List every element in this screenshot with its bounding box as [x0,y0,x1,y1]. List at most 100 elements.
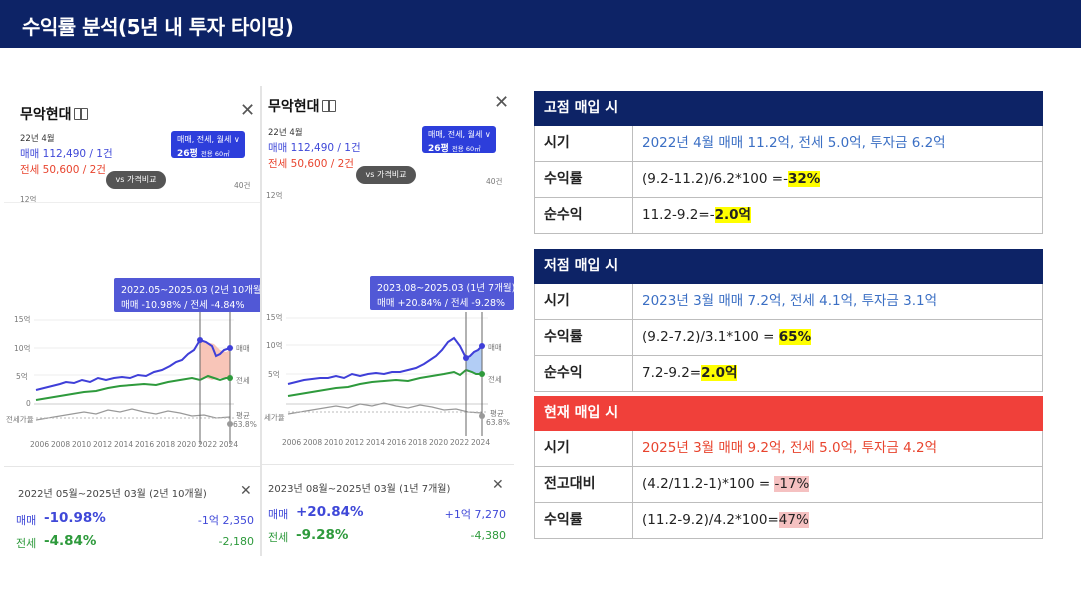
period-text: 2022년 05월~2025년 03월 (2년 10개월) [18,489,207,500]
header-bar: 수익률 분석(5년 내 투자 타이밍) [0,0,1081,48]
current-table: 현재 매입 시 시기 2025년 3월 매매 9.2억, 전세 5.0억, 투자금… [534,396,1043,539]
period-text: 2023년 08월~2025년 03월 (1년 7개월) [268,484,451,495]
y-tick: 15억 [14,315,31,324]
row-key: 전고대비 [535,467,633,502]
highlight: -17% [774,476,810,492]
page-title: 수익률 분석(5년 내 투자 타이밍) [22,15,294,39]
highlight: 2.0억 [701,365,738,381]
sale-summary: 매매 112,490 / 1건 [20,148,113,160]
book-icon[interactable] [74,108,88,120]
book-icon[interactable] [322,100,336,112]
row-key: 시기 [535,431,633,466]
x-tick: 2012 [93,440,113,449]
table-row: 순수익 11.2-9.2=-2.0억 [534,198,1043,234]
compare-button[interactable]: vs 가격비교 [356,166,416,184]
complex-title: 무악현대 [20,107,72,123]
filter-type: 매매, 전세, 월세 ∨ [428,130,491,139]
y-tick: 15억 [266,313,283,322]
table-row: 시기 2023년 3월 매매 7.2억, 전세 4.1억, 투자금 3.1억 [534,284,1043,320]
current-title: 현재 매입 시 [534,396,1043,431]
x-tick: 2016 [135,440,155,449]
row-key: 순수익 [535,356,633,391]
row-value: 2022년 4월 매매 11.2억, 전세 5.0억, 투자금 6.2억 [642,135,946,151]
price-chart[interactable] [4,312,260,452]
avg-label: 평균 [236,411,250,420]
price-panel-1: 무악현대 ✕ 22년 4월 매매 112,490 / 1건 전세 50,600 … [4,92,265,562]
complex-title: 무악현대 [268,99,320,115]
row-value: (9.2-7.2)/3.1*100 = 65% [642,329,812,345]
close-icon[interactable]: ✕ [240,100,256,121]
avg-value: 63.8% [233,420,257,429]
tooltip-values: 매매 +20.84% / 전세 -9.28% [377,298,506,309]
avg-label: 평균 [490,409,504,418]
highlight: 47% [778,512,809,528]
x-tick: 2024 [471,438,491,447]
close-icon[interactable]: ✕ [494,92,510,113]
legend-jeonse: 전세 [236,376,250,385]
x-tick: 2014 [366,438,386,447]
row-value: (4.2/11.2-1)*100 = -17% [642,476,810,492]
count-tick: 40건 [486,177,503,186]
row-value: (11.2-9.2)/4.2*100=47% [642,512,809,528]
highlight: 32% [787,171,821,187]
close-icon[interactable]: ✕ [240,483,252,499]
row-value: 7.2-9.2=2.0억 [642,365,738,381]
sale-stat: 매매 +20.84% +1억 7,270 [268,504,506,521]
close-icon[interactable]: ✕ [492,477,504,493]
x-tick: 2006 [282,438,302,447]
price-chart[interactable] [262,312,514,452]
y-tick: 5억 [268,370,280,379]
row-key: 수익률 [535,503,633,538]
x-tick: 2014 [114,440,134,449]
x-tick: 2006 [30,440,50,449]
peak-title: 고점 매입 시 [534,91,1043,126]
table-row: 수익률 (9.2-7.2)/3.1*100 = 65% [534,320,1043,356]
jeonse-summary: 전세 50,600 / 2건 [268,158,354,170]
x-tick: 2010 [324,438,344,447]
row-value: 11.2-9.2=-2.0억 [642,207,751,223]
row-key: 시기 [535,284,633,319]
filter-size: 26평 전용 60㎡ [428,144,481,154]
legend-jeonse: 전세 [488,375,502,384]
row-value: (9.2-11.2)/6.2*100 =-32% [642,171,821,187]
count-tick: 40건 [234,181,251,190]
highlight: 2.0억 [714,207,751,223]
jeonse-stat: 전세 -4.84% -2,180 [16,533,254,550]
range-tooltip: 2022.05~2025.03 (2년 10개월) 매매 -10.98% / 전… [114,278,265,312]
compare-button[interactable]: vs 가격비교 [106,171,166,189]
x-tick: 2012 [345,438,365,447]
table-row: 수익률 (9.2-11.2)/6.2*100 =-32% [534,162,1043,198]
x-tick: 2020 [177,440,197,449]
row-key: 시기 [535,126,633,161]
x-tick: 2008 [303,438,323,447]
selected-month: 22년 4월 [20,134,55,144]
price-tick: 12억 [266,191,283,200]
filter-selector[interactable]: 매매, 전세, 월세 ∨ 26평 전용 60㎡ [422,126,496,154]
y-tick: 5억 [16,372,28,381]
sale-stat: 매매 -10.98% -1억 2,350 [16,510,254,527]
row-value: 2023년 3월 매매 7.2억, 전세 4.1억, 투자금 3.1억 [642,293,938,309]
trough-title: 저점 매입 시 [534,249,1043,284]
filter-size: 26평 전용 60㎡ [177,149,230,159]
x-tick: 2022 [198,440,218,449]
peak-table: 고점 매입 시 시기 2022년 4월 매매 11.2억, 전세 5.0억, 투자… [534,91,1043,234]
sale-summary: 매매 112,490 / 1건 [268,142,361,154]
filter-selector[interactable]: 매매, 전세, 월세 ∨ 26평 전용 60㎡ [171,131,245,159]
row-key: 수익률 [535,320,633,355]
price-panel-2: 무악현대 ✕ 22년 4월 매매 112,490 / 1건 전세 50,600 … [260,86,515,556]
x-axis: 2006 2008 2010 2012 2014 2016 2018 2020 … [282,438,494,450]
tooltip-values: 매매 -10.98% / 전세 -4.84% [121,300,245,311]
highlight: 65% [778,329,812,345]
x-tick: 2018 [408,438,428,447]
x-tick: 2022 [450,438,470,447]
price-tick: 12억 [20,195,37,204]
avg-value: 63.8% [486,418,510,427]
table-row: 시기 2022년 4월 매매 11.2억, 전세 5.0억, 투자금 6.2억 [534,126,1043,162]
legend-sale: 매매 [488,343,502,352]
table-row: 순수익 7.2-9.2=2.0억 [534,356,1043,392]
y-tick: 10억 [14,344,31,353]
jeonse-summary: 전세 50,600 / 2건 [20,164,106,176]
x-tick: 2010 [72,440,92,449]
range-tooltip: 2023.08~2025.03 (1년 7개월) 매매 +20.84% / 전세… [370,276,515,310]
jeonse-stat: 전세 -9.28% -4,380 [268,527,506,544]
